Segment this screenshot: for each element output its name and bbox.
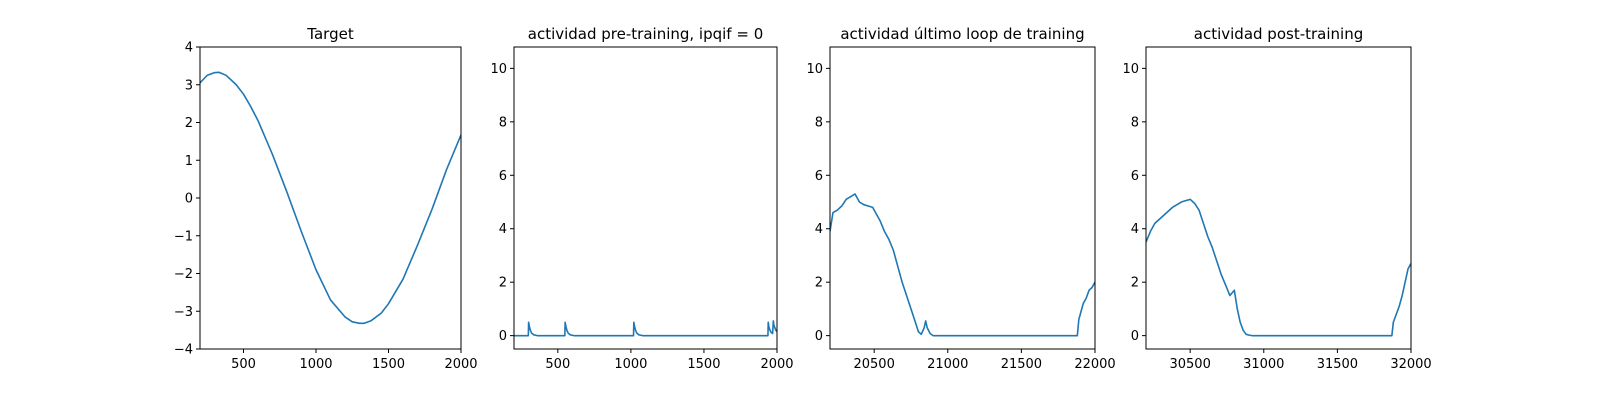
x-tick-label: 1500 [372,357,405,372]
y-tick-label: 6 [499,169,507,184]
chart-title: actividad último loop de training [840,25,1084,43]
x-tick-label: 2000 [444,357,477,372]
x-tick-label: 21500 [1001,357,1042,372]
y-tick-label: −3 [174,305,193,320]
plot-frame [829,46,1096,350]
x-tick-label: 2000 [760,357,793,372]
series-line [514,320,777,337]
y-tick-label: 4 [1131,222,1139,237]
x-tick-label: 1000 [614,357,647,372]
y-tick-label: −2 [174,267,193,282]
y-tick-label: 8 [1131,115,1139,130]
x-tick-label: 32000 [1390,357,1431,372]
y-tick-label: 2 [499,276,507,291]
plot-frame [1145,46,1412,350]
y-tick-label: 1 [185,154,193,169]
chart-title: actividad post-training [1194,25,1363,43]
y-tick-label: 6 [815,169,823,184]
subplot-1: 500 1000 1500 2000 −4 −3 −2 −1 0 1 2 3 4 Target [174,25,478,372]
y-tick-label: 4 [815,222,823,237]
series-line [200,71,461,325]
subplot-4: 30500 31000 31500 32000 0 2 4 6 8 10 actividad pos… [1122,25,1431,372]
y-tick-label: 6 [1131,169,1139,184]
y-tick-label: −4 [174,343,193,358]
y-tick-label: 2 [185,116,193,131]
y-tick-label: 10 [1122,62,1139,77]
y-tick-label: 8 [499,115,507,130]
y-tick-label: 2 [815,276,823,291]
x-tick-label: 30500 [1169,357,1210,372]
y-tick-label: 4 [499,222,507,237]
series-line [1146,198,1411,337]
x-tick-label: 20500 [853,357,894,372]
y-tick-label: 4 [185,41,193,56]
x-tick-label: 1500 [687,357,720,372]
x-tick-label: 500 [545,357,570,372]
x-tick-label: 1000 [299,357,332,372]
y-tick-label: 10 [490,62,507,77]
chart-title: actividad pre-training, ipqif = 0 [528,25,764,43]
chart-title: Target [306,25,354,43]
plot-frame [199,46,462,350]
y-tick-label: 0 [499,329,507,344]
y-tick-label: 2 [1131,276,1139,291]
y-tick-label: 0 [815,329,823,344]
x-tick-label: 21000 [927,357,968,372]
x-tick-label: 22000 [1074,357,1115,372]
series-line [830,193,1095,337]
y-tick-label: 3 [185,78,193,93]
x-tick-label: 500 [231,357,256,372]
plot-frame [513,46,778,350]
y-tick-label: 0 [1131,329,1139,344]
x-tick-label: 31500 [1317,357,1358,372]
y-tick-label: 8 [815,115,823,130]
y-tick-label: 0 [185,192,193,207]
y-tick-label: −1 [174,229,193,244]
subplot-2: 500 1000 1500 2000 0 2 4 6 8 10 actividad pre-trai… [490,25,793,372]
subplot-3: 20500 21000 21500 22000 0 2 4 6 8 10 actividad últ… [806,25,1115,372]
y-tick-label: 10 [806,62,823,77]
x-tick-label: 31000 [1243,357,1284,372]
